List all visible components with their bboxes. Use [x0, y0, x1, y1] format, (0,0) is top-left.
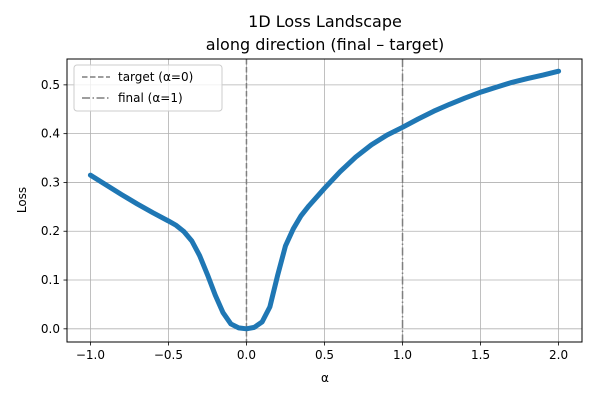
- x-axis-label: α: [321, 371, 329, 385]
- chart-subtitle: along direction (final – target): [206, 35, 444, 54]
- loss-series-line: [87, 68, 562, 332]
- x-tick-label: 1.5: [471, 348, 490, 362]
- legend-box: [73, 64, 223, 112]
- legend-label-final: final (α=1): [118, 91, 183, 105]
- series-layer: [87, 68, 562, 332]
- y-tick-label: 0.4: [41, 127, 60, 141]
- y-axis-label: Loss: [15, 187, 29, 213]
- y-tick-label: 0.0: [41, 322, 60, 336]
- x-tick-label: −1.0: [76, 348, 105, 362]
- x-axis-ticks: −1.0 −0.5 0.0 0.5 1.0 1.5 2.0: [76, 342, 568, 362]
- x-tick-label: 2.0: [549, 348, 568, 362]
- y-tick-label: 0.5: [41, 78, 60, 92]
- x-tick-label: −0.5: [154, 348, 183, 362]
- x-tick-label: 0.5: [315, 348, 334, 362]
- legend: target (α=0) final (α=1): [73, 64, 223, 112]
- x-tick-label: 0.0: [237, 348, 256, 362]
- y-axis-ticks: 0.0 0.1 0.2 0.3 0.4 0.5: [41, 78, 67, 336]
- y-tick-label: 0.1: [41, 273, 60, 287]
- legend-label-target: target (α=0): [118, 70, 193, 84]
- chart-title: 1D Loss Landscape: [248, 12, 402, 31]
- reference-lines: [245, 59, 404, 342]
- y-tick-label: 0.3: [41, 175, 60, 189]
- x-tick-label: 1.0: [393, 348, 412, 362]
- y-tick-label: 0.2: [41, 224, 60, 238]
